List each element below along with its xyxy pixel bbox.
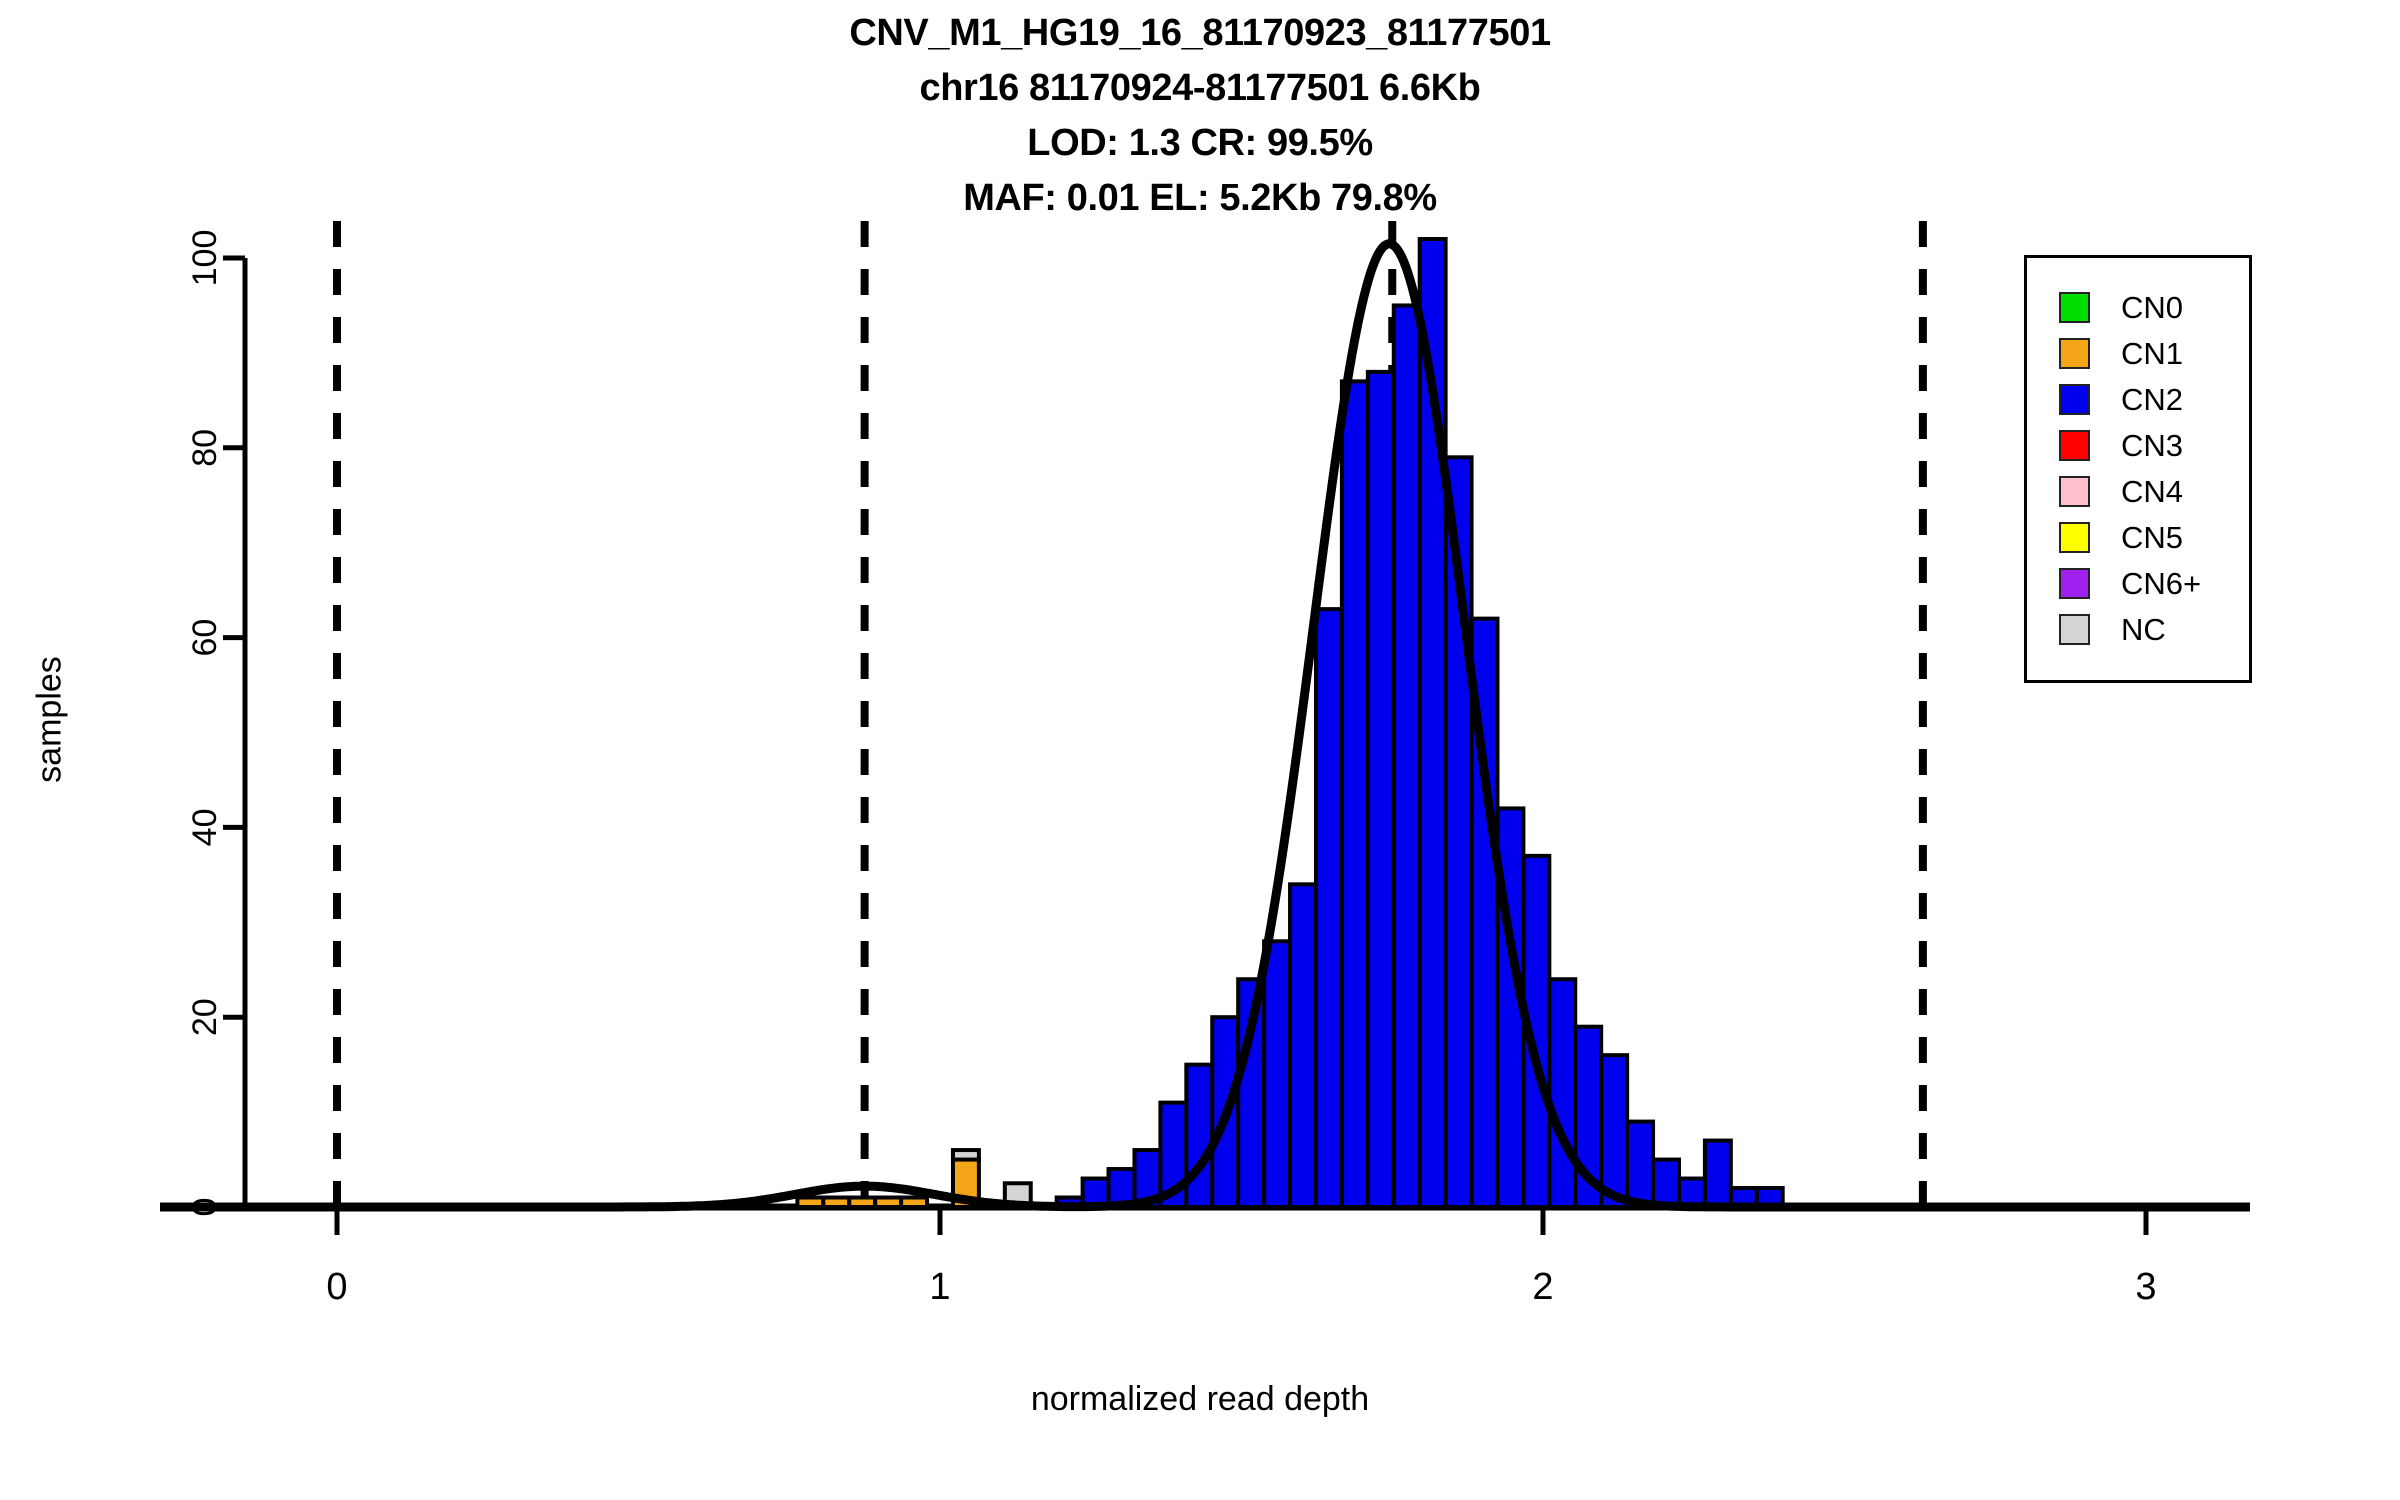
histogram-bar — [1651, 1157, 1681, 1210]
histogram-bar — [1443, 455, 1474, 1210]
y-axis-tick-label: 60 — [186, 619, 224, 657]
title-line-4: MAF: 0.01 EL: 5.2Kb 79.8% — [963, 177, 1437, 219]
y-axis-tick-label: 80 — [186, 429, 224, 467]
legend-label: NC — [2121, 611, 2166, 647]
legend-item-cn1[interactable]: CN1 — [2027, 330, 2249, 376]
legend-swatch-icon — [2059, 383, 2090, 415]
histogram-bar — [1339, 379, 1370, 1209]
copy-number-legend: CN0 CN1 CN2 CN3 CN4 CN5 CN6+ NC — [2024, 255, 2252, 683]
histogram-bar — [899, 1195, 930, 1210]
legend-swatch-icon — [2059, 429, 2090, 461]
legend-label: CN2 — [2121, 381, 2184, 417]
legend-swatch-icon — [2059, 521, 2090, 553]
histogram-bar — [950, 1148, 981, 1162]
x-axis-tick-label: 3 — [2135, 1266, 2156, 1308]
legend-item-cn0[interactable]: CN0 — [2027, 284, 2249, 330]
histogram-bar — [1313, 607, 1344, 1209]
title-line-2: chr16 81170924-81177501 6.6Kb — [919, 67, 1481, 109]
histogram-bar — [1184, 1062, 1215, 1210]
x-axis-tick-label: 2 — [1532, 1266, 1553, 1308]
x-axis-tick-label: 1 — [929, 1266, 950, 1308]
title-line-3: LOD: 1.3 CR: 99.5% — [1027, 122, 1373, 164]
legend-swatch-icon — [2059, 613, 2090, 645]
y-axis-tick-label: 100 — [186, 230, 224, 287]
histogram-bar — [821, 1195, 852, 1210]
legend-item-nc[interactable]: NC — [2027, 606, 2249, 652]
legend-item-cn2[interactable]: CN2 — [2027, 376, 2249, 422]
fitted-density-curve — [157, 239, 2253, 1212]
legend-item-cn6plus[interactable]: CN6+ — [2027, 560, 2249, 606]
legend-label: CN6+ — [2121, 565, 2202, 601]
legend-swatch-icon — [2059, 337, 2090, 369]
legend-label: CN1 — [2121, 335, 2184, 371]
legend-swatch-icon — [2059, 291, 2090, 323]
histogram-bar — [795, 1195, 826, 1210]
histogram-bar — [847, 1195, 878, 1210]
legend-label: CN0 — [2121, 289, 2184, 325]
histogram-bar — [1702, 1138, 1733, 1209]
legend-label: CN3 — [2121, 427, 2184, 463]
histogram-bar — [873, 1195, 904, 1210]
histogram-bar — [1288, 882, 1318, 1210]
histogram-bar — [1469, 616, 1500, 1209]
legend-item-cn3[interactable]: CN3 — [2027, 422, 2249, 468]
y-axis-tick-label: 20 — [186, 998, 224, 1036]
legend-item-cn4[interactable]: CN4 — [2027, 468, 2249, 514]
y-axis-label: samples — [30, 656, 69, 783]
histogram-bar — [1573, 1024, 1604, 1209]
chart-title-block: CNV_M1_HG19_16_81170923_81177501 chr16 8… — [0, 6, 2400, 226]
histogram-bar — [1365, 369, 1396, 1209]
x-axis-tick-label: 0 — [326, 1266, 347, 1308]
title-line-1: CNV_M1_HG19_16_81170923_81177501 — [849, 12, 1551, 54]
legend-label: CN4 — [2121, 473, 2184, 509]
histogram-bar — [1262, 939, 1293, 1210]
histogram-bar — [1391, 303, 1422, 1209]
legend-item-cn5[interactable]: CN5 — [2027, 514, 2249, 560]
histogram-bar — [1599, 1053, 1630, 1210]
histogram-bar — [1547, 977, 1578, 1209]
y-axis-tick-label: 40 — [186, 808, 224, 846]
legend-swatch-icon — [2059, 567, 2090, 599]
legend-label: CN5 — [2121, 519, 2184, 555]
x-axis-label: normalized read depth — [1030, 1380, 1370, 1418]
histogram-bar — [1625, 1119, 1656, 1209]
legend-swatch-icon — [2059, 475, 2090, 507]
